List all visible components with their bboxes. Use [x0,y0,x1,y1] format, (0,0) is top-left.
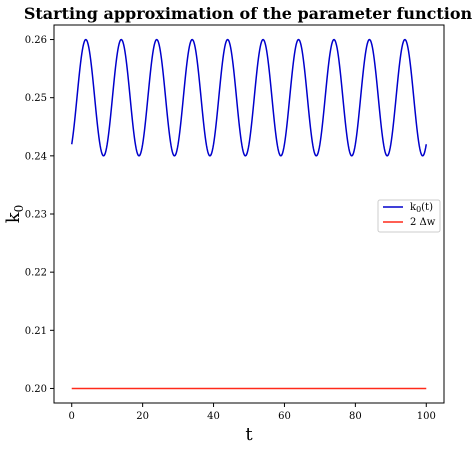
x-tick-label: 100 [417,411,436,422]
legend-label-k0: k0(t) [410,202,433,214]
x-tick-label: 40 [207,411,220,422]
y-tick-label: 0.25 [25,93,47,104]
legend-label-2dw: 2 Δw [410,217,436,228]
x-tick-label: 0 [69,411,75,422]
legend: k0(t) 2 Δw [377,199,441,233]
legend-label-k0-sub: 0 [416,205,421,214]
legend-label-k0-suffix: (t) [421,202,433,213]
chart-title: Starting approximation of the parameter … [24,4,473,23]
legend-label-k0-main: k [410,202,417,213]
x-axis: 0 20 40 60 80 100 [69,403,436,422]
legend-box [377,199,441,233]
series-layer [70,38,428,390]
y-tick-label: 0.20 [25,384,47,395]
y-tick-label: 0.22 [25,268,47,279]
y-axis-label: k0 [3,205,26,224]
series-line-k0 [70,38,428,157]
y-tick-label: 0.23 [25,210,47,221]
x-tick-label: 60 [278,411,291,422]
x-axis-label: t [245,424,253,445]
x-tick-label: 20 [136,411,149,422]
y-axis-label-subscript: 0 [12,205,26,213]
y-tick-label: 0.21 [25,326,47,337]
y-tick-label: 0.24 [25,151,47,162]
y-axis-label-main: k [3,211,24,223]
y-axis: 0.20 0.21 0.22 0.23 0.24 0.25 0.26 [25,35,54,395]
y-tick-label: 0.26 [25,35,47,46]
x-tick-label: 80 [349,411,362,422]
